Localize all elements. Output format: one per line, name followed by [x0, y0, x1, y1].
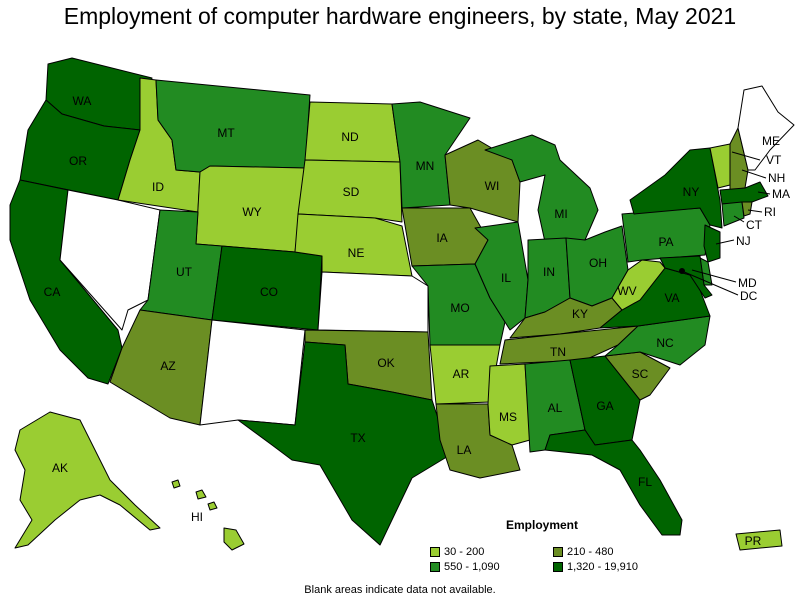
state-SD[interactable]: [297, 159, 403, 223]
footnote: Blank areas indicate data not available.: [304, 584, 496, 596]
state-ME[interactable]: [737, 85, 795, 171]
label-NY: NY: [683, 185, 700, 199]
label-AL: AL: [548, 401, 563, 415]
label-SD: SD: [343, 185, 360, 199]
label-GA: GA: [596, 399, 613, 413]
label-PA: PA: [658, 235, 673, 249]
label-VT: VT: [766, 153, 782, 167]
hawaii-island: [171, 479, 181, 489]
label-IA: IA: [436, 231, 447, 245]
state-PR[interactable]: [735, 529, 783, 551]
label-AK: AK: [52, 461, 68, 475]
label-MO: MO: [450, 301, 469, 315]
label-WA: WA: [73, 94, 92, 108]
label-WI: WI: [485, 179, 500, 193]
label-IL: IL: [501, 271, 511, 285]
label-MD: MD: [738, 276, 757, 290]
label-LA: LA: [457, 443, 472, 457]
state-MS[interactable]: [487, 363, 531, 446]
state-NV[interactable]: [59, 189, 161, 331]
label-KY: KY: [572, 307, 588, 321]
legend-item: 550 - 1,090: [430, 561, 500, 574]
state-FL[interactable]: [544, 429, 683, 536]
label-CT: CT: [746, 218, 763, 232]
state-IL[interactable]: [474, 221, 529, 331]
label-OH: OH: [589, 256, 607, 270]
label-TN: TN: [550, 345, 566, 359]
label-MA: MA: [772, 187, 790, 201]
state-labels: WA OR CA ID MT WY UT CO AZ ND SD NE OK T…: [44, 94, 790, 548]
state-CO[interactable]: [211, 245, 323, 331]
label-TX: TX: [350, 431, 365, 445]
label-IN: IN: [543, 265, 555, 279]
state-NY[interactable]: [629, 147, 723, 229]
label-ID: ID: [152, 180, 164, 194]
legend-swatch: [553, 562, 563, 572]
label-PR: PR: [745, 534, 762, 548]
state-NH[interactable]: [729, 127, 749, 191]
state-MD[interactable]: [659, 255, 713, 299]
label-MN: MN: [416, 159, 435, 173]
label-HI: HI: [191, 510, 203, 524]
state-WI[interactable]: [444, 139, 521, 223]
state-CT[interactable]: [721, 201, 745, 227]
label-NE: NE: [348, 246, 365, 260]
label-MS: MS: [499, 410, 517, 424]
label-SC: SC: [632, 367, 649, 381]
label-DC: DC: [740, 289, 758, 303]
label-AR: AR: [453, 367, 470, 381]
label-OK: OK: [377, 356, 394, 370]
state-NM[interactable]: [199, 319, 306, 426]
state-AK[interactable]: [14, 411, 161, 549]
state-KS[interactable]: [317, 271, 429, 333]
label-CA: CA: [44, 285, 61, 299]
label-OR: OR: [69, 154, 87, 168]
state-HI[interactable]: [223, 527, 245, 551]
label-FL: FL: [638, 475, 652, 489]
legend-label: 30 - 200: [444, 546, 485, 558]
map-title: Employment of computer hardware engineer…: [63, 3, 737, 29]
label-MT: MT: [217, 126, 235, 140]
label-CO: CO: [260, 285, 278, 299]
label-AZ: AZ: [160, 359, 175, 373]
label-ME: ME: [762, 134, 780, 148]
label-WY: WY: [242, 205, 261, 219]
hawaii-island: [207, 501, 218, 511]
legend-title: Employment: [506, 518, 579, 532]
legend-label: 550 - 1,090: [444, 561, 500, 573]
legend-item: 1,320 - 19,910: [553, 561, 638, 574]
state-NJ[interactable]: [703, 224, 721, 263]
legend-item: 30 - 200: [430, 546, 484, 559]
label-WV: WV: [617, 284, 636, 298]
state-TX[interactable]: [237, 341, 451, 546]
state-RI[interactable]: [741, 201, 753, 217]
legend-swatch: [430, 562, 440, 572]
hawaii-island: [195, 489, 207, 500]
legend-item: 210 - 480: [553, 546, 613, 559]
label-NJ: NJ: [736, 234, 751, 248]
legend-label: 210 - 480: [567, 546, 614, 558]
legend-swatch: [553, 547, 563, 557]
label-UT: UT: [176, 265, 193, 279]
label-NC: NC: [656, 336, 674, 350]
legend-swatch: [430, 547, 440, 557]
label-MI: MI: [554, 207, 567, 221]
label-ND: ND: [341, 130, 359, 144]
label-NH: NH: [768, 171, 785, 185]
legend-label: 1,320 - 19,910: [567, 561, 638, 573]
label-RI: RI: [764, 205, 776, 219]
state-WV[interactable]: [611, 259, 666, 311]
label-VA: VA: [664, 291, 679, 305]
